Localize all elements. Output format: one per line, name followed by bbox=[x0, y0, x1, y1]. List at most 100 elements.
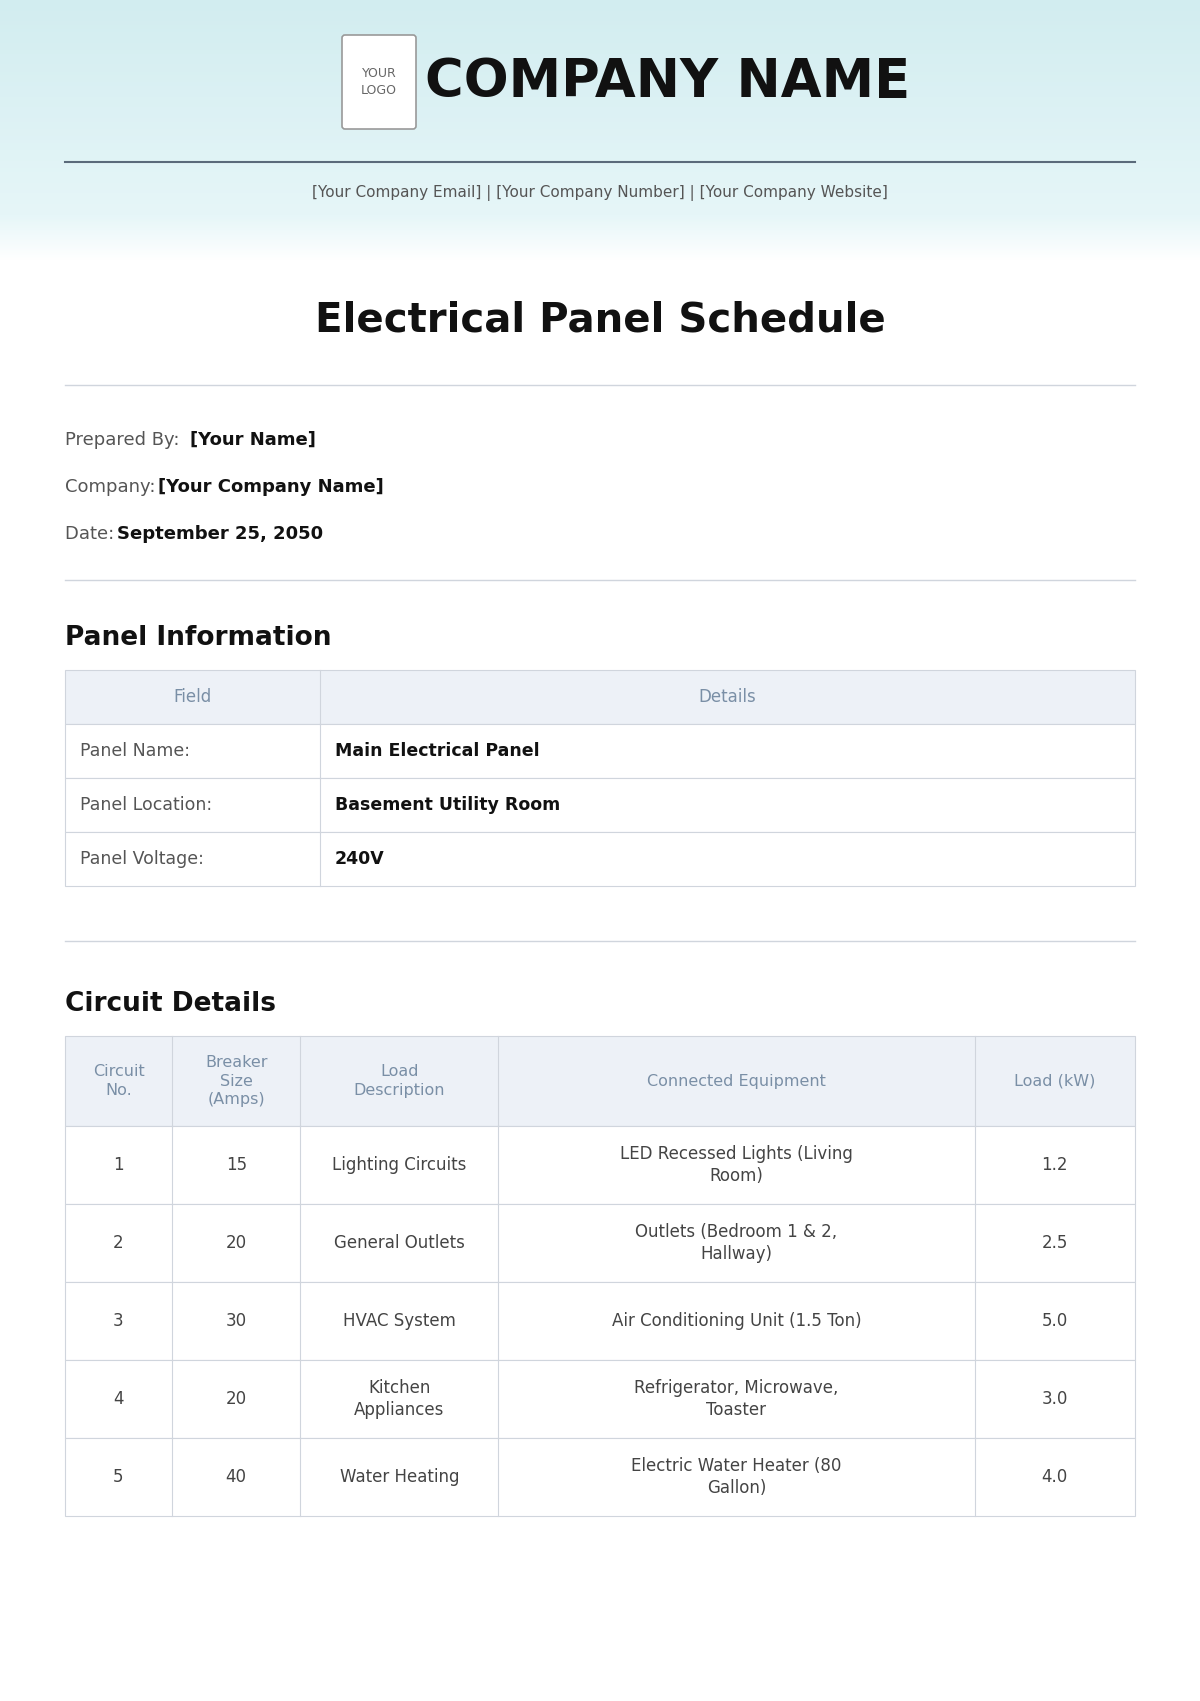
Bar bbox=[0, 114, 1200, 119]
Bar bbox=[0, 32, 1200, 36]
Bar bbox=[0, 168, 1200, 172]
Text: Panel Voltage:: Panel Voltage: bbox=[80, 850, 204, 868]
Bar bbox=[0, 36, 1200, 39]
Text: Electric Water Heater (80
Gallon): Electric Water Heater (80 Gallon) bbox=[631, 1456, 841, 1497]
Bar bbox=[0, 139, 1200, 145]
Text: 3.0: 3.0 bbox=[1042, 1390, 1068, 1408]
Text: Panel Name:: Panel Name: bbox=[80, 742, 190, 760]
Bar bbox=[0, 75, 1200, 80]
Bar bbox=[0, 43, 1200, 48]
Bar bbox=[0, 71, 1200, 77]
Text: Connected Equipment: Connected Equipment bbox=[647, 1073, 826, 1089]
Text: LED Recessed Lights (Living
Room): LED Recessed Lights (Living Room) bbox=[620, 1145, 853, 1186]
Bar bbox=[0, 119, 1200, 122]
Bar bbox=[0, 162, 1200, 165]
Text: 5.0: 5.0 bbox=[1042, 1311, 1068, 1330]
Text: Load
Description: Load Description bbox=[354, 1065, 445, 1097]
Bar bbox=[0, 0, 1200, 3]
Bar bbox=[0, 197, 1200, 201]
Bar bbox=[65, 1036, 1135, 1126]
Text: Water Heating: Water Heating bbox=[340, 1468, 460, 1487]
Text: Lighting Circuits: Lighting Circuits bbox=[332, 1157, 467, 1174]
Bar bbox=[0, 19, 1200, 22]
Text: September 25, 2050: September 25, 2050 bbox=[118, 526, 323, 543]
Bar bbox=[0, 146, 1200, 151]
Bar bbox=[0, 211, 1200, 216]
Bar bbox=[0, 54, 1200, 58]
Bar bbox=[0, 90, 1200, 94]
Bar bbox=[0, 104, 1200, 107]
Text: 20: 20 bbox=[226, 1390, 247, 1408]
Text: Basement Utility Room: Basement Utility Room bbox=[335, 796, 560, 815]
Bar bbox=[0, 133, 1200, 136]
Text: Circuit Details: Circuit Details bbox=[65, 992, 276, 1017]
Bar bbox=[0, 58, 1200, 61]
Text: 3: 3 bbox=[113, 1311, 124, 1330]
Bar bbox=[0, 65, 1200, 68]
Bar bbox=[0, 111, 1200, 116]
Text: Company:: Company: bbox=[65, 478, 161, 497]
Bar bbox=[0, 78, 1200, 83]
Bar bbox=[0, 87, 1200, 90]
Text: Main Electrical Panel: Main Electrical Panel bbox=[335, 742, 540, 760]
Bar bbox=[65, 1126, 1135, 1204]
Bar bbox=[0, 260, 1200, 1701]
Text: COMPANY NAME: COMPANY NAME bbox=[425, 56, 910, 107]
Bar bbox=[0, 208, 1200, 213]
Bar bbox=[0, 129, 1200, 133]
Text: Field: Field bbox=[173, 687, 211, 706]
Bar bbox=[65, 670, 1135, 725]
Bar bbox=[65, 832, 1135, 886]
Text: 4.0: 4.0 bbox=[1042, 1468, 1068, 1487]
Bar bbox=[0, 82, 1200, 87]
Bar bbox=[65, 725, 1135, 777]
Bar bbox=[0, 94, 1200, 97]
Bar bbox=[0, 100, 1200, 104]
Bar bbox=[0, 194, 1200, 197]
Bar bbox=[0, 175, 1200, 180]
Bar bbox=[65, 1361, 1135, 1437]
Bar bbox=[0, 182, 1200, 187]
Text: Date:: Date: bbox=[65, 526, 120, 543]
Text: Breaker
Size
(Amps): Breaker Size (Amps) bbox=[205, 1055, 268, 1107]
Text: Circuit
No.: Circuit No. bbox=[92, 1065, 144, 1097]
Text: 15: 15 bbox=[226, 1157, 247, 1174]
Bar bbox=[65, 777, 1135, 832]
Bar bbox=[65, 1283, 1135, 1361]
Text: [Your Name]: [Your Name] bbox=[190, 430, 316, 449]
Text: 5: 5 bbox=[113, 1468, 124, 1487]
Bar bbox=[0, 29, 1200, 32]
Text: Outlets (Bedroom 1 & 2,
Hallway): Outlets (Bedroom 1 & 2, Hallway) bbox=[635, 1223, 838, 1264]
Bar bbox=[0, 68, 1200, 71]
Text: 2: 2 bbox=[113, 1233, 124, 1252]
Bar bbox=[0, 136, 1200, 139]
Bar bbox=[0, 143, 1200, 148]
Bar bbox=[0, 22, 1200, 26]
Bar bbox=[65, 1437, 1135, 1516]
Text: [Your Company Email] | [Your Company Number] | [Your Company Website]: [Your Company Email] | [Your Company Num… bbox=[312, 185, 888, 201]
Text: Prepared By:: Prepared By: bbox=[65, 430, 185, 449]
FancyBboxPatch shape bbox=[342, 36, 416, 129]
Bar bbox=[65, 1204, 1135, 1283]
Text: General Outlets: General Outlets bbox=[334, 1233, 464, 1252]
Text: Air Conditioning Unit (1.5 Ton): Air Conditioning Unit (1.5 Ton) bbox=[612, 1311, 862, 1330]
Bar bbox=[0, 122, 1200, 126]
Bar bbox=[0, 172, 1200, 177]
Bar bbox=[0, 26, 1200, 29]
Text: 40: 40 bbox=[226, 1468, 247, 1487]
Bar bbox=[0, 10, 1200, 15]
Bar bbox=[0, 150, 1200, 155]
Bar bbox=[0, 49, 1200, 54]
Bar bbox=[0, 14, 1200, 19]
Bar bbox=[0, 155, 1200, 158]
Text: Kitchen
Appliances: Kitchen Appliances bbox=[354, 1380, 444, 1419]
Bar bbox=[0, 179, 1200, 184]
Bar bbox=[0, 61, 1200, 65]
Text: Panel Information: Panel Information bbox=[65, 624, 331, 651]
Bar bbox=[0, 97, 1200, 100]
Bar bbox=[0, 107, 1200, 112]
Bar bbox=[0, 165, 1200, 168]
Bar bbox=[0, 3, 1200, 9]
Text: 4: 4 bbox=[113, 1390, 124, 1408]
Text: Refrigerator, Microwave,
Toaster: Refrigerator, Microwave, Toaster bbox=[635, 1380, 839, 1419]
